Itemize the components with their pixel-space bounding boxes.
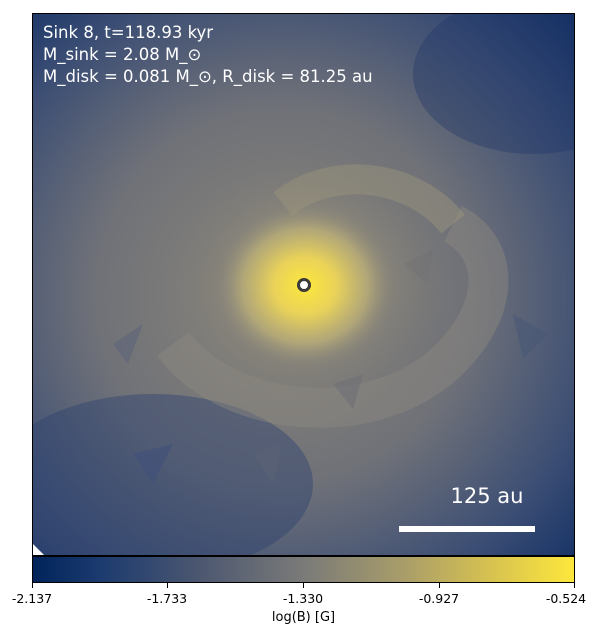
colorbar-label: log(B) [G]	[271, 610, 336, 625]
colorbar-tick-label: -1.330	[282, 591, 324, 606]
colorbar-tick-label: -0.927	[418, 591, 460, 606]
magnetic-field-image	[33, 14, 574, 555]
field-map-panel: Sink 8, t=118.93 kyr M_sink = 2.08 M_⊙ M…	[32, 13, 575, 556]
colorbar-tick-label: -2.137	[11, 591, 53, 606]
scale-bar	[399, 526, 535, 532]
colorbar-tick	[303, 583, 304, 588]
colorbar	[32, 556, 575, 583]
sink-info-line: Sink 8, t=118.93 kyr	[43, 23, 214, 42]
sink-mass-line: M_sink = 2.08 M_⊙	[43, 45, 202, 64]
colorbar-tick-label: -1.733	[146, 591, 188, 606]
colorbar-tick	[574, 583, 575, 588]
scale-bar-label: 125 au	[450, 484, 524, 508]
disk-info-line: M_disk = 0.081 M_⊙, R_disk = 81.25 au	[43, 67, 373, 86]
colorbar-tick	[167, 583, 168, 588]
colorbar-tick-label: -0.524	[545, 591, 587, 606]
colorbar-tick	[439, 583, 440, 588]
colorbar-tick	[32, 583, 33, 588]
sink-marker	[297, 278, 311, 292]
